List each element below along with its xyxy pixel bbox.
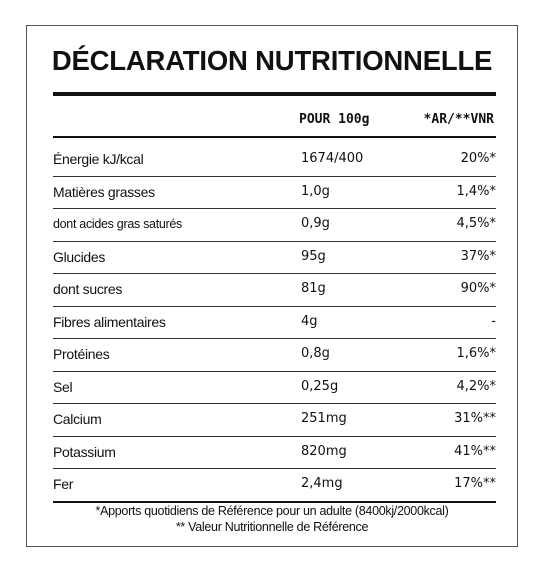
row-value: 2,4mg — [301, 476, 343, 491]
row-label: Calcium — [53, 411, 102, 427]
footnote-ar: *Apports quotidiens de Référence pour un… — [95, 504, 449, 518]
row-label: Potassium — [53, 443, 116, 460]
row-ar: 90%* — [460, 281, 496, 296]
table-row: Calcium 251mg 31%** — [53, 404, 496, 437]
header-ar-vnr: *AR/**VNR — [423, 112, 494, 127]
row-label: Sel — [53, 378, 73, 395]
row-ar: 4,5%* — [456, 216, 496, 231]
row-ar: 1,6%* — [456, 346, 496, 361]
header-divider — [53, 136, 496, 138]
row-label: dont acides gras saturés — [53, 217, 182, 231]
row-label: Protéines — [53, 346, 110, 362]
row-ar: 1,4%* — [456, 183, 496, 199]
row-value: 251mg — [301, 411, 347, 426]
table-row: Protéines 0,8g 1,6%* — [53, 339, 496, 372]
row-label: Énergie kJ/kcal — [53, 151, 144, 167]
row-ar: 17%** — [454, 476, 496, 491]
header-per-100g: POUR 100g — [299, 112, 370, 127]
row-ar: 37%* — [460, 248, 496, 264]
row-value: 81g — [301, 281, 326, 296]
table-row: dont sucres 81g 90%* — [53, 274, 496, 307]
row-ar: 4,2%* — [456, 378, 496, 394]
footnote-vnr: ** Valeur Nutritionnelle de Référence — [175, 520, 369, 534]
row-ar: - — [491, 313, 496, 329]
table-row: Sel 0,25g 4,2%* — [53, 372, 496, 404]
table-row: Énergie kJ/kcal 1674/400 20%* — [53, 144, 496, 177]
title-divider — [53, 92, 496, 96]
row-label: Fibres alimentaires — [53, 313, 166, 330]
table-row: Fer 2,4mg 17%** — [53, 469, 496, 503]
panel-title: DÉCLARATION NUTRITIONNELLE — [51, 45, 493, 76]
row-ar: 41%** — [454, 443, 496, 459]
row-value: 0,8g — [301, 346, 330, 361]
row-value: 0,25g — [301, 378, 339, 394]
nutrition-table: Énergie kJ/kcal 1674/400 20%* Matières g… — [53, 144, 496, 503]
nutrition-panel: DÉCLARATION NUTRITIONNELLE POUR 100g *AR… — [26, 25, 518, 547]
table-row: Fibres alimentaires 4g - — [53, 307, 496, 339]
row-value: 1674/400 — [301, 151, 364, 166]
table-row: dont acides gras saturés 0,9g 4,5%* — [53, 209, 496, 242]
row-value: 820mg — [301, 443, 347, 459]
table-row: Matières grasses 1,0g 1,4%* — [53, 177, 496, 209]
table-row: Glucides 95g 37%* — [53, 242, 496, 274]
row-ar: 20%* — [460, 151, 496, 166]
table-row: Potassium 820mg 41%** — [53, 437, 496, 469]
row-value: 4g — [301, 313, 318, 329]
row-label: Matières grasses — [53, 183, 155, 200]
row-label: Fer — [53, 476, 74, 492]
row-value: 1,0g — [301, 183, 330, 199]
row-value: 0,9g — [301, 216, 330, 231]
row-label: Glucides — [53, 248, 106, 265]
row-label: dont sucres — [53, 281, 123, 297]
row-value: 95g — [301, 248, 326, 264]
row-ar: 31%** — [454, 411, 496, 426]
